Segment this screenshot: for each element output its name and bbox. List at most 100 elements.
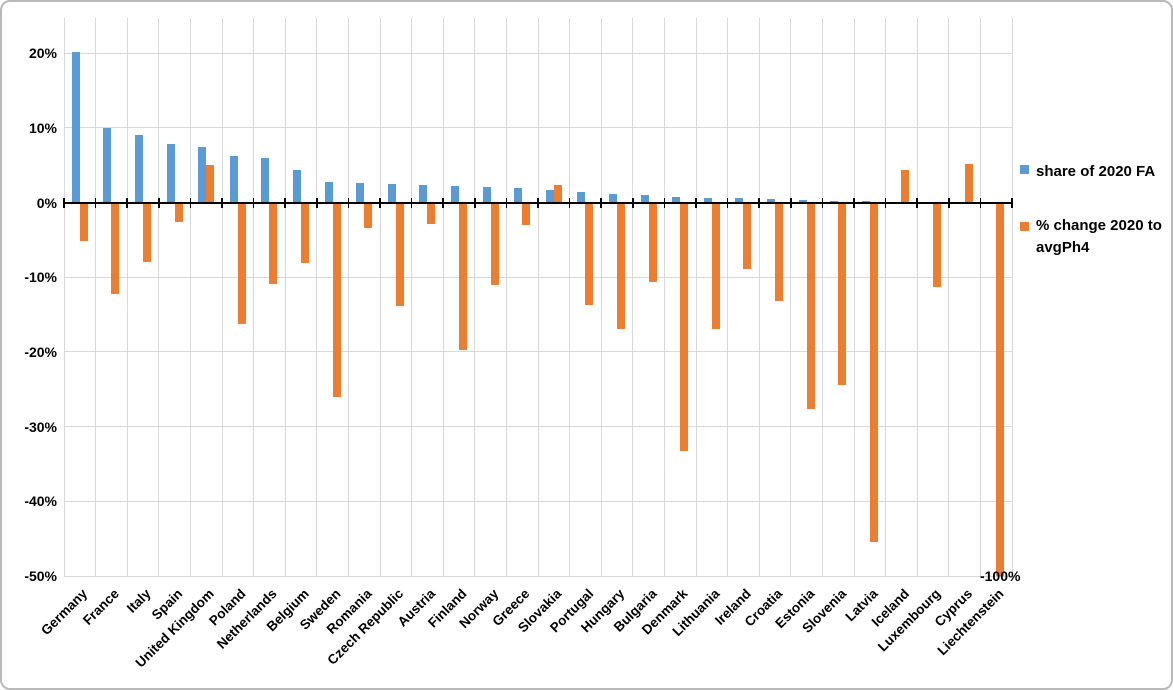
bar-change-cyprus <box>964 163 973 203</box>
bar-change-lithuania <box>711 203 720 330</box>
bar-share-finland <box>451 186 459 203</box>
bar-share-croatia <box>767 198 775 203</box>
x-gridline <box>695 18 697 576</box>
bar-change-ireland <box>743 203 752 269</box>
axis-tick <box>347 197 350 208</box>
bar-change-united-kingdom <box>206 165 215 203</box>
axis-tick <box>568 197 571 208</box>
bar-change-estonia <box>806 203 815 409</box>
bar-change-czech-republic <box>395 203 404 306</box>
legend-item: % change 2020 to avgPh4 <box>1020 215 1171 259</box>
x-gridline <box>158 18 160 576</box>
bar-share-spain <box>166 144 175 203</box>
legend-swatch <box>1020 165 1029 174</box>
x-gridline <box>189 18 191 576</box>
legend-swatch <box>1020 222 1029 231</box>
bar-change-greece <box>522 203 531 225</box>
bar-share-austria <box>419 184 428 203</box>
bar-share-poland <box>229 156 238 203</box>
x-gridline <box>379 18 381 576</box>
y-axis-label: -20% <box>24 343 57 360</box>
x-gridline <box>284 18 286 576</box>
x-gridline <box>537 18 539 576</box>
x-gridline <box>505 18 507 576</box>
x-gridline <box>821 18 823 576</box>
bar-share-ireland <box>735 198 744 203</box>
bar-share-estonia <box>798 200 807 203</box>
x-gridline <box>347 18 349 576</box>
annotation-minus-100: -100% <box>979 568 1021 584</box>
x-gridline <box>316 18 318 576</box>
x-gridline <box>221 18 223 576</box>
bar-change-iceland <box>901 169 910 203</box>
y-axis-label: -40% <box>24 493 57 510</box>
axis-tick <box>1011 197 1013 208</box>
axis-tick <box>410 197 413 208</box>
x-gridline <box>63 18 65 576</box>
y-axis-label: 0% <box>36 194 57 211</box>
bar-share-slovakia <box>545 189 554 203</box>
bar-share-czech-republic <box>387 183 396 203</box>
bar-change-norway <box>490 203 499 286</box>
bar-share-sweden <box>324 181 333 203</box>
bar-change-poland <box>237 203 246 324</box>
x-gridline <box>253 18 255 576</box>
x-gridline <box>727 18 729 576</box>
bar-share-norway <box>482 186 491 203</box>
bar-change-croatia <box>775 203 783 302</box>
y-axis-label: -30% <box>24 418 57 435</box>
axis-tick <box>126 197 128 208</box>
bar-share-france <box>103 127 112 203</box>
x-axis-label: Germany <box>38 586 91 638</box>
axis-tick <box>853 197 855 208</box>
bar-share-romania <box>356 183 365 203</box>
x-gridline <box>126 18 128 576</box>
bar-share-greece <box>514 188 523 203</box>
bar-change-finland <box>459 203 467 351</box>
bar-change-france <box>111 203 120 294</box>
bar-change-hungary <box>617 203 625 329</box>
axis-tick <box>505 197 508 208</box>
bar-change-slovakia <box>553 184 562 203</box>
x-gridline <box>442 18 444 576</box>
axis-tick <box>158 197 160 208</box>
bar-share-italy <box>135 134 143 203</box>
bar-share-united-kingdom <box>198 147 207 203</box>
bar-share-netherlands <box>261 157 270 203</box>
x-gridline <box>916 18 918 576</box>
bar-change-spain <box>174 203 183 222</box>
axis-tick <box>316 197 318 208</box>
x-gridline <box>885 18 887 576</box>
axis-tick <box>916 197 918 208</box>
bar-change-denmark <box>680 203 689 451</box>
x-gridline <box>1011 18 1013 576</box>
bar-change-portugal <box>585 203 594 305</box>
bar-share-bulgaria <box>640 195 649 203</box>
x-gridline <box>948 18 950 576</box>
bar-share-germany <box>71 52 80 203</box>
bar-change-latvia <box>869 203 878 542</box>
bar-change-sweden <box>332 203 341 397</box>
x-gridline <box>411 18 413 576</box>
bar-change-luxembourg <box>933 203 941 287</box>
x-gridline <box>95 18 97 576</box>
bar-share-lithuania <box>703 198 712 203</box>
axis-tick <box>663 197 666 208</box>
bar-change-liechtenstein <box>996 203 1005 576</box>
bar-change-bulgaria <box>648 203 657 283</box>
axis-tick <box>758 197 760 208</box>
axis-tick <box>790 197 792 208</box>
y-axis-label: -10% <box>24 269 57 286</box>
bar-share-portugal <box>577 192 586 203</box>
x-gridline <box>632 18 634 576</box>
y-gridline <box>64 575 1012 577</box>
axis-tick <box>474 197 476 208</box>
bar-change-belgium <box>301 203 309 263</box>
axis-tick <box>979 197 982 208</box>
bar-change-italy <box>143 203 151 262</box>
x-gridline <box>600 18 602 576</box>
axis-tick <box>600 197 602 208</box>
axis-tick <box>632 197 634 208</box>
x-gridline <box>569 18 571 576</box>
axis-tick <box>284 197 286 208</box>
